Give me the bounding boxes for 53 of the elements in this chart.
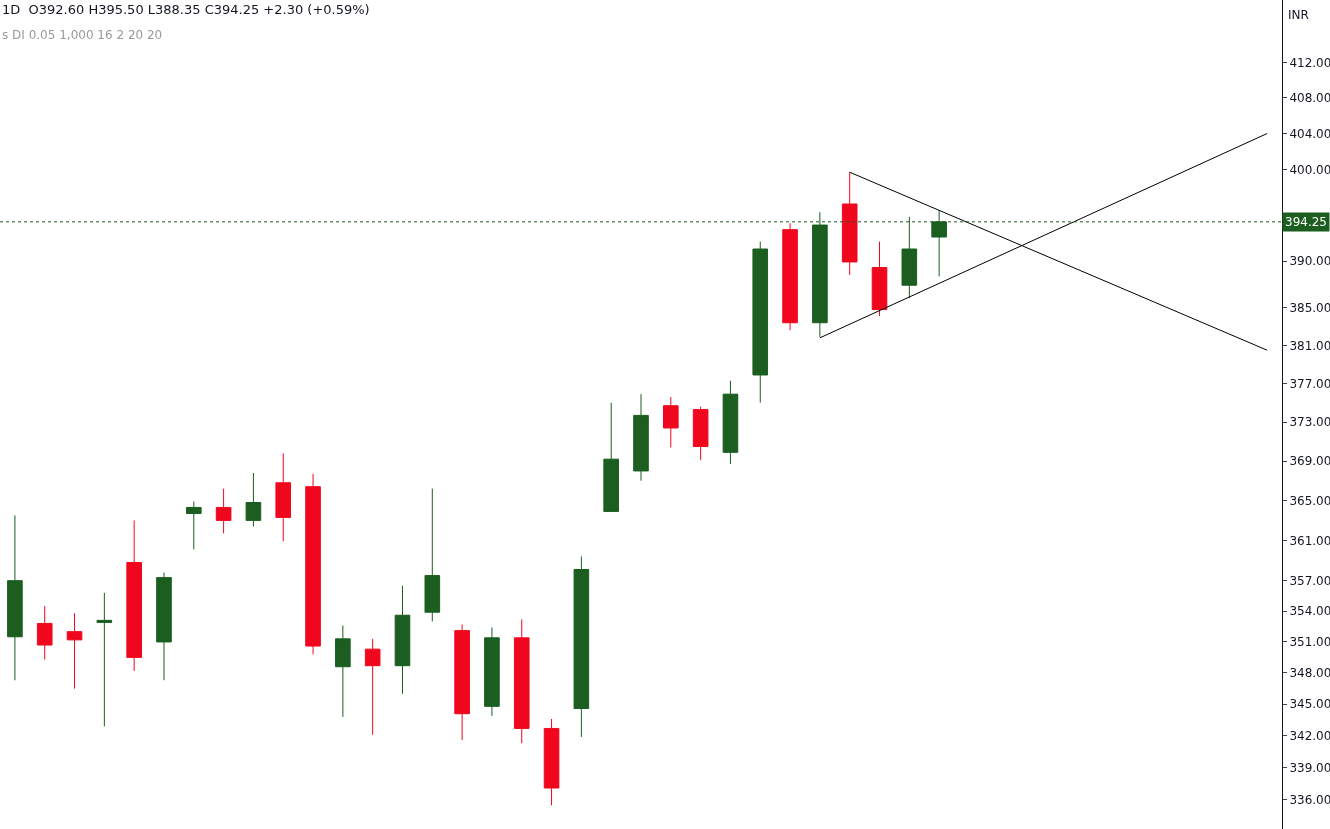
candlestick	[871, 241, 888, 317]
candlestick	[394, 585, 411, 695]
y-tick-label: 357.00	[1289, 573, 1330, 588]
y-tick-label: 400.00	[1289, 162, 1330, 177]
chart-title: 1D O392.60 H395.50 L388.35 C394.25 +2.30 (+0.59%)	[2, 2, 370, 17]
y-tick-label: 342.00	[1289, 729, 1330, 744]
y-tick-label: 377.00	[1289, 376, 1330, 391]
y-tick-label: 345.00	[1289, 697, 1330, 712]
y-tick-label: 348.00	[1289, 666, 1330, 681]
y-tick-label: 351.00	[1289, 635, 1330, 650]
candlestick	[335, 624, 351, 718]
candlestick	[364, 638, 381, 736]
y-tick-label: 408.00	[1289, 91, 1330, 106]
candlestick	[573, 555, 590, 738]
candlestick	[782, 222, 798, 331]
y-tick-label: 390.00	[1289, 254, 1330, 269]
text: INR	[1288, 8, 1309, 22]
y-tick-label: 404.00	[1289, 126, 1330, 141]
y-tick-label: 373.00	[1289, 415, 1330, 430]
candlestick	[454, 623, 470, 741]
y-tick-label: 412.00	[1289, 55, 1330, 70]
y-tick-label: 365.00	[1289, 493, 1330, 508]
candlestick	[543, 718, 560, 806]
y-tick-label: 385.00	[1289, 300, 1330, 315]
candlestick	[126, 519, 142, 672]
candlestick	[66, 612, 83, 690]
candlestick	[633, 393, 649, 482]
candlestick	[245, 472, 262, 527]
candlestick	[722, 380, 739, 465]
candlestick	[424, 488, 441, 622]
y-tick-label: 381.00	[1289, 338, 1330, 353]
candlestick	[841, 171, 858, 276]
candlestick	[305, 473, 321, 655]
annotation: s DI 0.05 1,000 16 2 20 20	[2, 28, 163, 42]
candlestick	[96, 592, 113, 727]
candlestick	[7, 514, 23, 681]
ref-line-label: 394.25	[1285, 215, 1327, 229]
candlestick	[692, 406, 709, 461]
y-tick-label: 339.00	[1289, 760, 1330, 775]
y-tick-label: 361.00	[1289, 533, 1330, 548]
candlestick	[484, 627, 500, 717]
candlestick	[156, 572, 172, 681]
y-tick-label: 336.00	[1289, 793, 1330, 808]
candlestick	[36, 605, 53, 660]
candlestick	[275, 452, 292, 542]
candlestick	[513, 618, 530, 744]
candlestick	[663, 396, 679, 448]
candlestick	[185, 501, 202, 550]
candlestick	[752, 241, 769, 404]
y-tick-label: 369.00	[1289, 454, 1330, 469]
candlestick	[603, 402, 619, 512]
candlestick	[215, 488, 232, 534]
y-tick-label: 354.00	[1289, 604, 1330, 619]
